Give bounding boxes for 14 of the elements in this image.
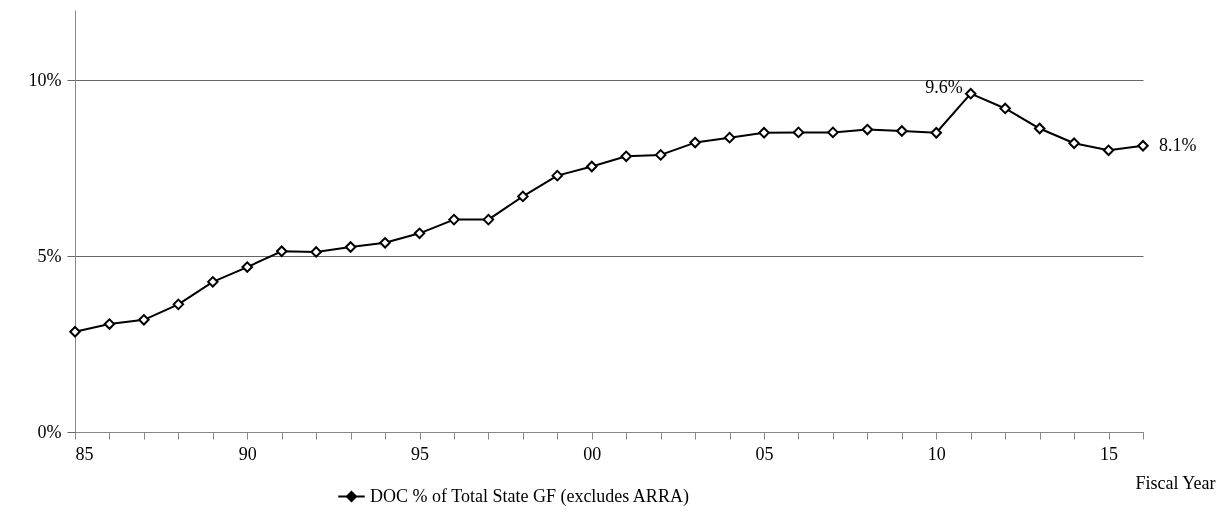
y-tick-label: 0%	[37, 421, 62, 442]
x-tick-label: 90	[238, 443, 257, 464]
y-tick-label: 10%	[28, 69, 62, 90]
x-axis-title: Fiscal Year	[1135, 472, 1216, 493]
legend-label: DOC % of Total State GF (excludes ARRA)	[370, 485, 689, 507]
data-label: 8.1%	[1159, 134, 1197, 155]
data-label: 9.6%	[925, 76, 963, 97]
x-tick-label: 85	[75, 443, 94, 464]
x-tick-label: 10	[927, 443, 946, 464]
x-tick-label: 05	[755, 443, 774, 464]
x-tick-label: 95	[411, 443, 430, 464]
x-tick-label: 00	[583, 443, 602, 464]
y-tick-label: 5%	[37, 245, 62, 266]
x-tick-label: 15	[1100, 443, 1119, 464]
